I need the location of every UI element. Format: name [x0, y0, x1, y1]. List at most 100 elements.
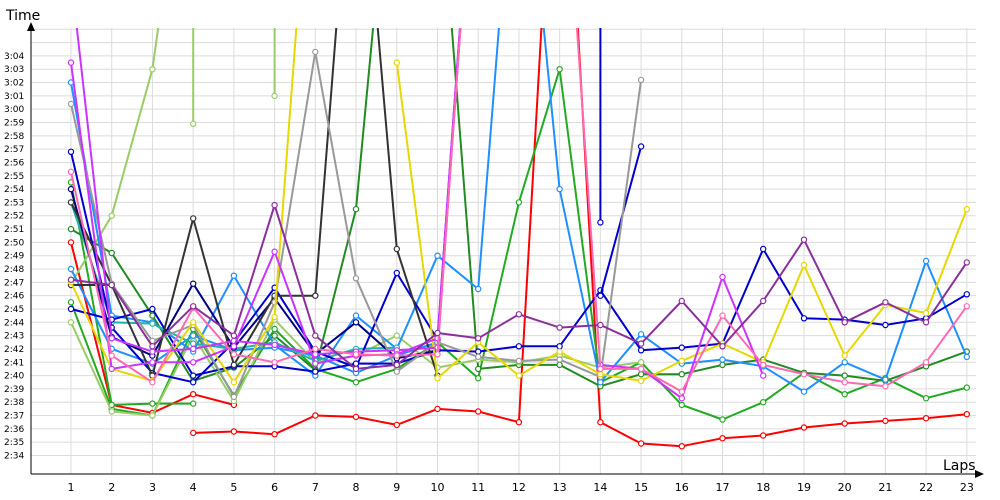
data-point	[312, 412, 319, 419]
data-point	[67, 265, 75, 273]
y-tick-label: 2:55	[4, 172, 24, 182]
data-point	[637, 377, 645, 385]
data-point	[189, 379, 197, 386]
data-point	[922, 359, 930, 366]
y-axis-arrow	[27, 22, 35, 31]
y-tick-label: 2:42	[4, 345, 24, 355]
data-point	[271, 201, 278, 209]
data-point	[475, 375, 482, 382]
y-tick-label: 2:46	[4, 292, 24, 302]
data-point	[67, 239, 75, 246]
y-tick-label: 2:41	[4, 358, 24, 368]
data-point	[678, 395, 686, 402]
data-point	[800, 261, 808, 269]
data-point	[719, 343, 726, 350]
data-point	[556, 343, 563, 350]
y-tick-label: 2:56	[4, 158, 24, 168]
data-point	[67, 299, 75, 306]
data-point	[515, 419, 523, 426]
data-point	[312, 48, 319, 56]
data-point	[271, 359, 278, 366]
data-point	[230, 361, 238, 369]
data-point	[67, 319, 75, 326]
y-tick-label: 2:51	[4, 225, 24, 235]
data-point	[108, 408, 115, 415]
data-point	[800, 315, 808, 322]
axes: Time Laps	[5, 8, 984, 478]
y-tick-label: 2:54	[4, 185, 24, 195]
series-line	[70, 28, 338, 377]
y-tick-label: 3:03	[4, 65, 24, 75]
data-point	[515, 343, 523, 350]
y-tick-label: 2:52	[4, 212, 24, 222]
data-point	[597, 371, 604, 378]
y-tick-label: 2:44	[4, 318, 24, 328]
data-point	[963, 259, 971, 266]
data-point	[189, 340, 197, 347]
y-tick-label: 2:45	[4, 305, 24, 315]
data-point	[922, 319, 930, 326]
data-point	[393, 361, 400, 369]
data-point	[67, 305, 75, 313]
grid	[31, 28, 976, 474]
data-point	[841, 379, 848, 386]
data-point	[678, 371, 686, 378]
y-tick-label: 2:49	[4, 252, 24, 262]
data-point	[393, 368, 400, 375]
x-tick-label: 13	[553, 481, 567, 494]
data-point	[882, 383, 889, 390]
data-point	[434, 351, 441, 358]
data-point	[637, 347, 645, 354]
data-point	[352, 205, 360, 213]
data-point	[271, 325, 278, 333]
y-tick-label: 2:40	[4, 372, 24, 382]
data-point	[149, 359, 156, 366]
series-23	[393, 59, 971, 385]
data-point	[637, 331, 645, 338]
data-point	[597, 321, 604, 329]
data-point	[312, 368, 319, 375]
data-point	[149, 412, 156, 419]
data-point	[719, 435, 726, 442]
data-point	[637, 340, 645, 347]
data-point	[434, 252, 441, 259]
data-point	[597, 219, 604, 226]
data-point	[475, 285, 482, 293]
data-point	[678, 297, 686, 305]
data-point	[637, 440, 645, 447]
data-point	[841, 391, 848, 398]
data-point	[637, 143, 645, 150]
data-point	[922, 415, 930, 422]
data-point	[515, 199, 523, 206]
data-point	[149, 379, 156, 386]
data-point	[108, 335, 115, 342]
data-point	[230, 272, 238, 279]
x-tick-label: 16	[675, 481, 689, 494]
data-point	[67, 199, 75, 206]
x-tick-label: 4	[190, 481, 197, 494]
data-point	[515, 311, 523, 318]
data-point	[963, 353, 971, 361]
data-point	[882, 321, 889, 329]
data-point	[515, 372, 523, 379]
x-tick-label: 15	[634, 481, 648, 494]
x-tick-label: 14	[593, 481, 607, 494]
y-tick-label: 2:57	[4, 145, 24, 155]
series-line	[70, 182, 194, 406]
data-point	[189, 359, 197, 366]
data-point	[352, 379, 360, 386]
x-tick-label: 23	[960, 481, 974, 494]
data-point	[189, 391, 197, 398]
data-point	[393, 245, 400, 253]
data-point	[841, 359, 848, 366]
x-tick-label: 22	[919, 481, 933, 494]
data-point	[230, 379, 238, 386]
data-point	[67, 59, 75, 66]
data-point	[800, 388, 808, 395]
data-point	[108, 249, 115, 257]
data-point	[108, 212, 115, 219]
y-tick-label: 3:01	[4, 92, 24, 102]
data-point	[67, 276, 75, 283]
data-point	[882, 417, 889, 425]
x-tick-label: 11	[471, 481, 485, 494]
